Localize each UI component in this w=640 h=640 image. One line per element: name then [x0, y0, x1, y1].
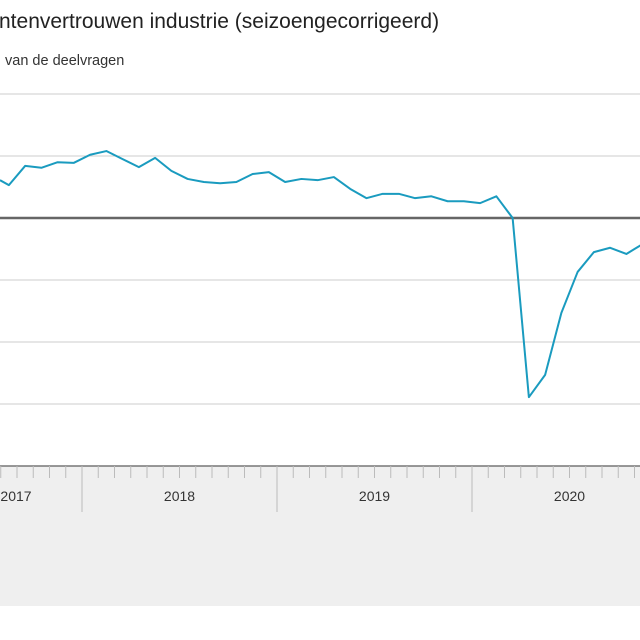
- x-axis: 2017 2018 2019 2020: [0, 465, 640, 512]
- x-tick-label: 2017: [0, 488, 31, 504]
- series-line: [0, 150, 640, 399]
- x-tick-label: 2018: [164, 488, 195, 504]
- gridlines: [0, 93, 640, 405]
- x-tick-label: 2019: [359, 488, 390, 504]
- series: [0, 150, 640, 399]
- x-axis-band: [0, 466, 640, 606]
- chart-title: ntenvertrouwen industrie (seizoengecorri…: [0, 10, 440, 33]
- chart-subtitle: van de deelvragen: [5, 53, 125, 69]
- x-tick-label: 2020: [554, 488, 585, 504]
